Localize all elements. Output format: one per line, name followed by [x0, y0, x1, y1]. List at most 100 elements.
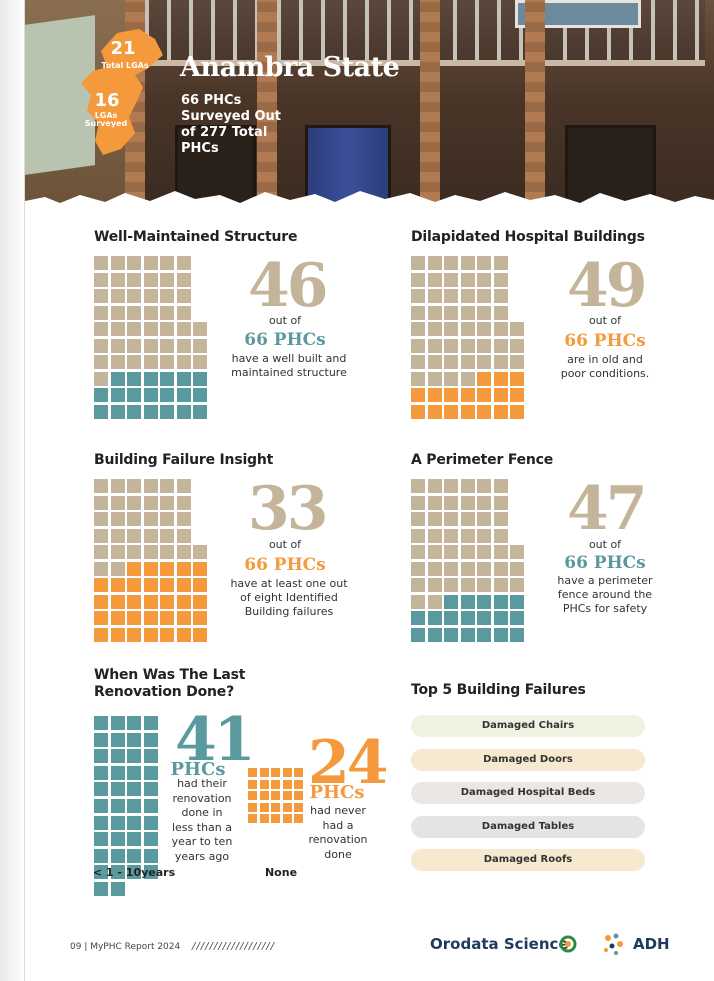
waffle-cell — [143, 305, 158, 320]
waffle-cell — [94, 848, 109, 863]
waffle-cell — [493, 371, 508, 386]
waffle-cell — [143, 289, 158, 303]
waffle-cell — [510, 561, 524, 576]
waffle-cell — [94, 512, 108, 526]
waffle-cell — [160, 578, 174, 592]
waffle-cell — [110, 832, 125, 847]
description-line: done in — [181, 806, 223, 819]
waffle-cell — [127, 716, 142, 731]
waffle-cell — [460, 495, 475, 510]
waffle-cell — [193, 322, 207, 336]
anambra-map-shape — [81, 29, 163, 155]
hero-subtitle-line: 66 PHCs — [181, 93, 242, 108]
waffle-cell — [110, 882, 125, 897]
hero-pillar — [420, 0, 440, 212]
never-renovated-phcs: PHCs — [309, 782, 365, 803]
waffle-cell — [294, 791, 304, 801]
waffle-cell — [193, 594, 207, 609]
waffle-cell — [127, 561, 141, 576]
waffle-cell — [127, 749, 142, 764]
waffle-cell — [411, 404, 425, 419]
waffle-cell — [411, 371, 425, 386]
waffle-cell — [460, 528, 475, 543]
waffle-cell — [510, 611, 524, 625]
waffle-cell — [477, 578, 491, 592]
waffle-cell — [143, 388, 158, 402]
waffle-cell — [477, 272, 491, 287]
waffle-cell — [411, 528, 425, 543]
waffle-cell — [493, 627, 508, 642]
waffle-cell — [460, 322, 475, 336]
waffle-cell — [160, 404, 174, 419]
waffle-cell — [193, 627, 207, 642]
waffle-cell — [176, 404, 191, 419]
waffle-cell — [444, 289, 458, 303]
hero-pillar — [257, 0, 277, 212]
waffle-cell — [94, 322, 108, 336]
waffle-cell — [444, 578, 458, 592]
waffle-cell — [427, 578, 442, 592]
waffle-cell — [411, 561, 425, 576]
waffle-cell — [510, 404, 524, 419]
waffle-cell — [477, 545, 491, 559]
waffle-cell — [160, 289, 174, 303]
waffle-cell — [160, 627, 174, 642]
hero-pillar — [525, 0, 545, 212]
section-title-dilapidated: Dilapidated Hospital Buildings — [411, 229, 645, 245]
waffle-cell — [110, 848, 125, 863]
waffle-cell — [176, 611, 191, 625]
waffle-cell — [127, 528, 141, 543]
waffle-cell — [411, 388, 425, 402]
waffle-cell — [259, 779, 269, 789]
waffle-cell — [127, 404, 141, 419]
waffle-cell — [294, 779, 304, 789]
waffle-cell — [110, 782, 125, 797]
waffle-cell — [143, 611, 158, 625]
waffle-cell — [460, 338, 475, 353]
waffle-cell — [282, 791, 292, 801]
waffle-cell — [94, 594, 108, 609]
waffle-cell — [94, 865, 109, 880]
waffle-cell — [143, 865, 158, 880]
never-renovated-description: had never had a renovation done — [300, 804, 376, 862]
waffle-cell — [427, 338, 442, 353]
waffle-cell — [94, 611, 108, 625]
waffle-cell — [477, 479, 491, 493]
waffle-cell — [248, 768, 258, 778]
waffle-cell — [444, 272, 458, 287]
waffle-cell — [110, 479, 125, 493]
waffle-cell — [427, 305, 442, 320]
waffle-cell — [160, 322, 174, 336]
stat-description: have a well built and maintained structu… — [220, 352, 358, 380]
waffle-cell — [493, 594, 508, 609]
section-title-perimeter-fence: A Perimeter Fence — [411, 452, 554, 468]
waffle-cell — [493, 289, 508, 303]
waffle-cell — [493, 256, 508, 270]
footer-page-reference: 09 | MyPHC Report 2024 — [70, 942, 181, 952]
waffle-cell — [160, 545, 174, 559]
waffle-cell — [94, 528, 108, 543]
waffle-cell — [176, 256, 191, 270]
hero-subtitle-line: PHCs — [181, 141, 219, 156]
stat-description-line: have a perimeter — [557, 574, 653, 587]
waffle-cell — [94, 765, 109, 780]
waffle-cell — [294, 768, 304, 778]
waffle-cell — [477, 305, 491, 320]
waffle-cell — [110, 338, 125, 353]
waffle-cell — [477, 528, 491, 543]
waffle-cell — [493, 338, 508, 353]
waffle-cell — [271, 802, 281, 812]
stat-description-line: of eight Identified — [240, 591, 338, 604]
waffle-cell — [176, 338, 191, 353]
waffle-cell — [110, 749, 125, 764]
waffle-cell — [110, 355, 125, 369]
adh-logo-icon — [604, 933, 623, 955]
waffle-cell — [94, 371, 108, 386]
waffle-cell — [271, 814, 281, 824]
hero-subtitle-line: Surveyed Out — [181, 109, 281, 124]
waffle-cell — [94, 404, 108, 419]
waffle-cell — [444, 545, 458, 559]
waffle-cell — [193, 371, 207, 386]
waffle-cell — [94, 545, 108, 559]
waffle-cell — [193, 545, 207, 559]
